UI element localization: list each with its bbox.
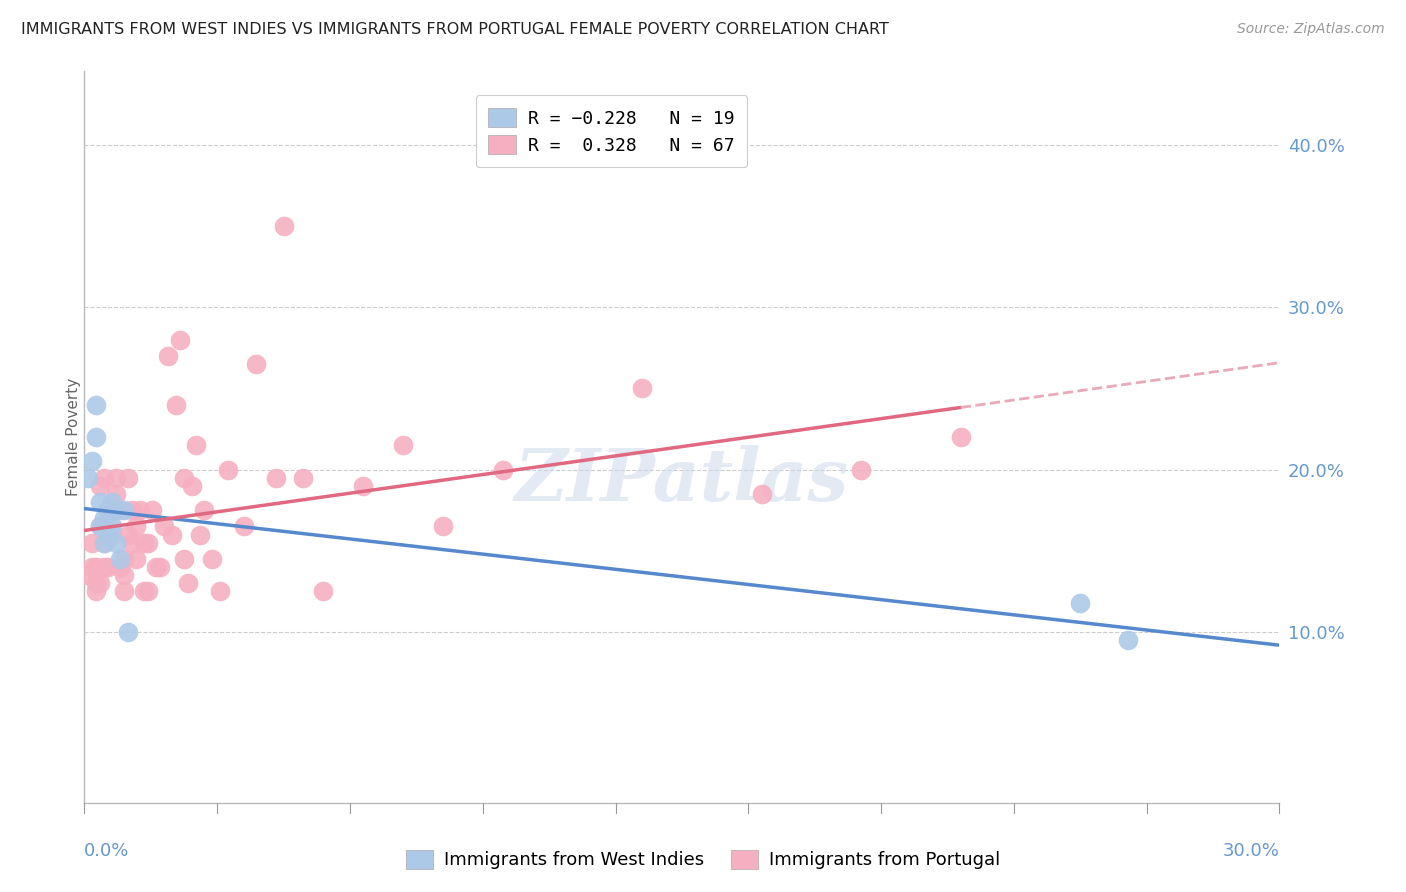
Point: [101, 519, 124, 533]
Point: [82, 560, 104, 574]
Point: [273, 219, 295, 233]
Point: [949, 430, 972, 444]
Text: IMMIGRANTS FROM WEST INDIES VS IMMIGRANTS FROM PORTUGAL FEMALE POVERTY CORRELATI: IMMIGRANTS FROM WEST INDIES VS IMMIGRANT…: [21, 22, 889, 37]
Point: [132, 535, 156, 549]
Point: [177, 576, 200, 591]
Point: [125, 519, 148, 533]
Point: [112, 552, 135, 566]
Legend: Immigrants from West Indies, Immigrants from Portugal: Immigrants from West Indies, Immigrants …: [396, 840, 1010, 879]
Point: [173, 471, 195, 485]
Point: [86, 560, 108, 574]
Point: [136, 535, 159, 549]
Point: [105, 487, 128, 501]
Point: [149, 560, 172, 574]
Point: [165, 398, 187, 412]
Text: ZIPatlas: ZIPatlas: [515, 445, 849, 516]
Point: [432, 519, 454, 533]
Point: [392, 438, 415, 452]
Point: [105, 471, 128, 485]
Point: [121, 535, 143, 549]
Point: [208, 584, 231, 599]
Point: [97, 519, 120, 533]
Point: [93, 511, 115, 525]
Point: [86, 430, 108, 444]
Point: [89, 576, 111, 591]
Text: Source: ZipAtlas.com: Source: ZipAtlas.com: [1237, 22, 1385, 37]
Text: 0.0%: 0.0%: [84, 842, 129, 860]
Point: [97, 560, 120, 574]
Point: [292, 471, 315, 485]
Point: [217, 462, 239, 476]
Point: [751, 487, 773, 501]
Point: [184, 438, 207, 452]
Point: [173, 552, 195, 566]
Point: [93, 471, 115, 485]
Point: [97, 503, 120, 517]
Point: [201, 552, 224, 566]
Y-axis label: Female Poverty: Female Poverty: [66, 378, 80, 496]
Point: [105, 535, 128, 549]
Point: [157, 349, 180, 363]
Point: [93, 535, 115, 549]
Point: [312, 584, 335, 599]
Point: [264, 471, 287, 485]
Text: 30.0%: 30.0%: [1223, 842, 1279, 860]
Point: [232, 519, 254, 533]
Point: [89, 495, 111, 509]
Point: [105, 503, 128, 517]
Point: [121, 503, 143, 517]
Point: [169, 333, 191, 347]
Point: [352, 479, 374, 493]
Point: [153, 519, 176, 533]
Point: [145, 560, 167, 574]
Point: [77, 471, 100, 485]
Point: [93, 560, 115, 574]
Point: [110, 552, 132, 566]
Point: [117, 625, 139, 640]
Point: [117, 471, 139, 485]
Point: [181, 479, 204, 493]
Point: [188, 527, 211, 541]
Point: [125, 552, 148, 566]
Point: [101, 495, 124, 509]
Point: [86, 584, 108, 599]
Point: [112, 503, 135, 517]
Point: [89, 519, 111, 533]
Point: [245, 357, 267, 371]
Point: [492, 462, 515, 476]
Point: [193, 503, 215, 517]
Point: [1116, 633, 1139, 648]
Point: [631, 381, 654, 395]
Point: [86, 398, 108, 412]
Point: [129, 503, 152, 517]
Point: [89, 519, 111, 533]
Point: [110, 560, 132, 574]
Point: [141, 503, 163, 517]
Point: [82, 535, 104, 549]
Point: [82, 454, 104, 468]
Point: [160, 527, 183, 541]
Point: [89, 479, 111, 493]
Point: [93, 535, 115, 549]
Point: [112, 568, 135, 582]
Legend: R = −0.228   N = 19, R =  0.328   N = 67: R = −0.228 N = 19, R = 0.328 N = 67: [475, 95, 748, 168]
Point: [851, 462, 873, 476]
Point: [97, 503, 120, 517]
Point: [136, 584, 159, 599]
Point: [101, 503, 124, 517]
Point: [112, 584, 135, 599]
Point: [97, 527, 120, 541]
Point: [77, 568, 100, 582]
Point: [132, 584, 156, 599]
Point: [117, 527, 139, 541]
Point: [101, 527, 124, 541]
Point: [86, 576, 108, 591]
Point: [110, 503, 132, 517]
Point: [1069, 596, 1091, 610]
